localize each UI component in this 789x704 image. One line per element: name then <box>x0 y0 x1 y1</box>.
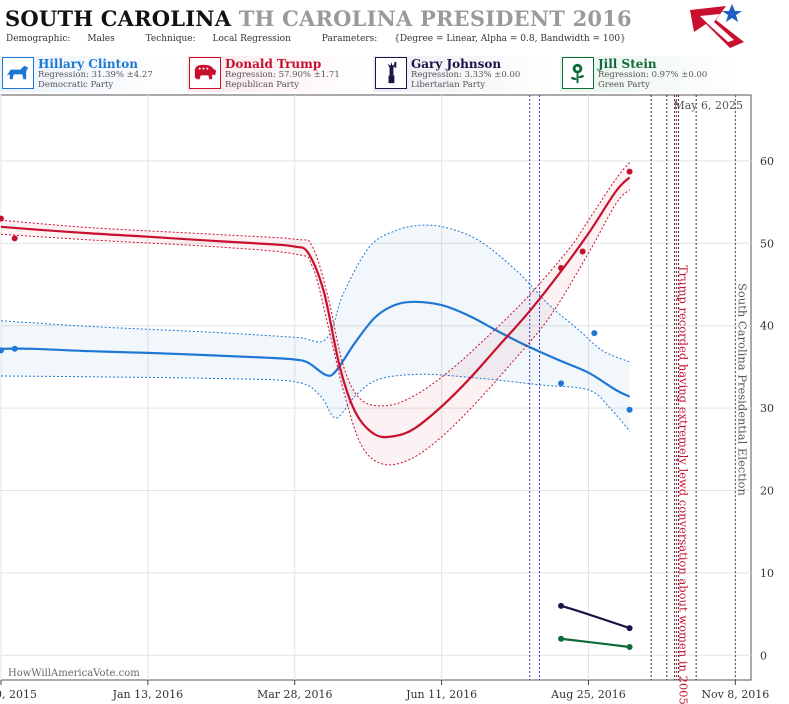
y-tick-label: 60 <box>760 155 774 168</box>
demographic-param: Demographic: Males <box>6 34 115 44</box>
candidate-name: Gary Johnson <box>411 57 502 71</box>
chart-title: SOUTH CAROLINA TH CAROLINA PRESIDENT 201… <box>5 6 632 31</box>
gary-johnson-poll-point <box>626 625 633 632</box>
donald-trump-poll-point <box>11 235 18 242</box>
site-logo-icon <box>690 4 744 48</box>
candidate-name: Jill Stein <box>598 57 657 71</box>
donald-trump-upper-bound <box>0 162 630 407</box>
hillary-clinton-upper-bound <box>0 224 630 363</box>
candidate-regression: Regression: 57.90% ±1.71 <box>225 70 340 80</box>
legend-item-hillary-clinton: Hillary Clinton Regression: 31.39% ±4.27 D… <box>0 56 178 92</box>
hillary-clinton-confidence-band <box>1 225 630 432</box>
y-tick-label: 20 <box>760 484 774 497</box>
donald-trump-poll-point <box>558 265 565 272</box>
jill-stein-regression-line <box>560 637 630 649</box>
plot-area <box>0 94 752 681</box>
legend-item-donald-trump: Donald Trump Regression: 57.90% ±1.71 Repu… <box>187 56 365 92</box>
annotation-label: Trump recorded having extremely lewd con… <box>677 265 691 704</box>
y-tick-label: 30 <box>760 402 774 415</box>
y-tick-label: 40 <box>760 320 774 333</box>
regression-param: Parameters: {Degree = Linear, Alpha = 0.… <box>321 34 626 44</box>
watermark: HowWillAmericaVote.com <box>8 668 140 679</box>
y-tick-label: 10 <box>760 567 774 580</box>
gary-johnson-poll-point <box>558 602 565 609</box>
x-tick-label: Jan 13, 2016 <box>112 688 184 701</box>
chart-header: SOUTH CAROLINA TH CAROLINA PRESIDENT 201… <box>0 0 789 56</box>
x-tick-label: Aug 25, 2016 <box>550 688 626 701</box>
jill-stein-poll-point <box>558 635 565 642</box>
donald-trump-regression-line <box>0 176 631 439</box>
x-tick-label: Nov 8, 2016 <box>701 688 769 701</box>
annotation-label: South Carolina Presidential Election <box>735 283 749 496</box>
candidate-regression: Regression: 3.33% ±0.00 <box>411 70 521 80</box>
donald-trump-poll-point <box>579 248 586 255</box>
y-tick-label: 0 <box>760 649 767 662</box>
donkey-icon <box>2 57 34 89</box>
title-state: SOUTH CAROLINA <box>5 6 232 31</box>
hillary-clinton-poll-point <box>11 345 18 352</box>
candidate-party: Republican Party <box>225 80 299 90</box>
candidate-name: Hillary Clinton <box>38 57 138 71</box>
candidate-party: Democratic Party <box>38 80 114 90</box>
flower-icon <box>562 57 594 89</box>
donald-trump-poll-point <box>626 168 633 175</box>
poll-chart: 0 10 20 30 40 50 60 Oct 30, 2015 Jan 13, 2016 Mar… <box>0 94 774 704</box>
hillary-clinton-lower-bound <box>0 373 630 432</box>
candidate-party: Green Party <box>598 80 650 90</box>
legend-item-gary-johnson: Gary Johnson Regression: 3.33% ±0.00 Liber… <box>373 56 551 92</box>
hillary-clinton-poll-point <box>626 406 633 413</box>
candidate-regression: Regression: 31.39% ±4.27 <box>38 70 153 80</box>
y-tick-label: 50 <box>760 237 774 250</box>
candidate-party: Libertarian Party <box>411 80 486 90</box>
donald-trump-lower-bound <box>0 189 630 466</box>
candidate-name: Donald Trump <box>225 57 322 71</box>
hillary-clinton-regression-line <box>0 300 631 398</box>
hillary-clinton-poll-point <box>591 330 598 337</box>
hillary-clinton-poll-point <box>0 347 4 354</box>
x-tick-label: Oct 30, 2015 <box>0 688 37 701</box>
legend-item-jill-stein: Jill Stein Regression: 0.97% ±0.00 Green P… <box>560 56 738 92</box>
x-tick-label: Jun 11, 2016 <box>405 688 477 701</box>
parameters-line: Demographic: Males Technique: Local Regr… <box>6 34 654 44</box>
date-label: May 6, 2025 <box>673 99 743 112</box>
gary-johnson-regression-line <box>560 604 630 630</box>
candidate-regression: Regression: 0.97% ±0.00 <box>598 70 708 80</box>
donald-trump-poll-point <box>0 215 4 222</box>
hillary-clinton-poll-point <box>558 380 565 387</box>
x-tick-label: Mar 28, 2016 <box>257 688 333 701</box>
jill-stein-poll-point <box>626 644 633 651</box>
elephant-icon <box>189 57 221 89</box>
technique-param: Technique: Local Regression <box>145 34 291 44</box>
liberty-icon <box>375 57 407 89</box>
title-rest: TH CAROLINA PRESIDENT 2016 <box>238 6 632 31</box>
candidate-legend: Hillary Clinton Regression: 31.39% ±4.27 D… <box>0 56 789 93</box>
